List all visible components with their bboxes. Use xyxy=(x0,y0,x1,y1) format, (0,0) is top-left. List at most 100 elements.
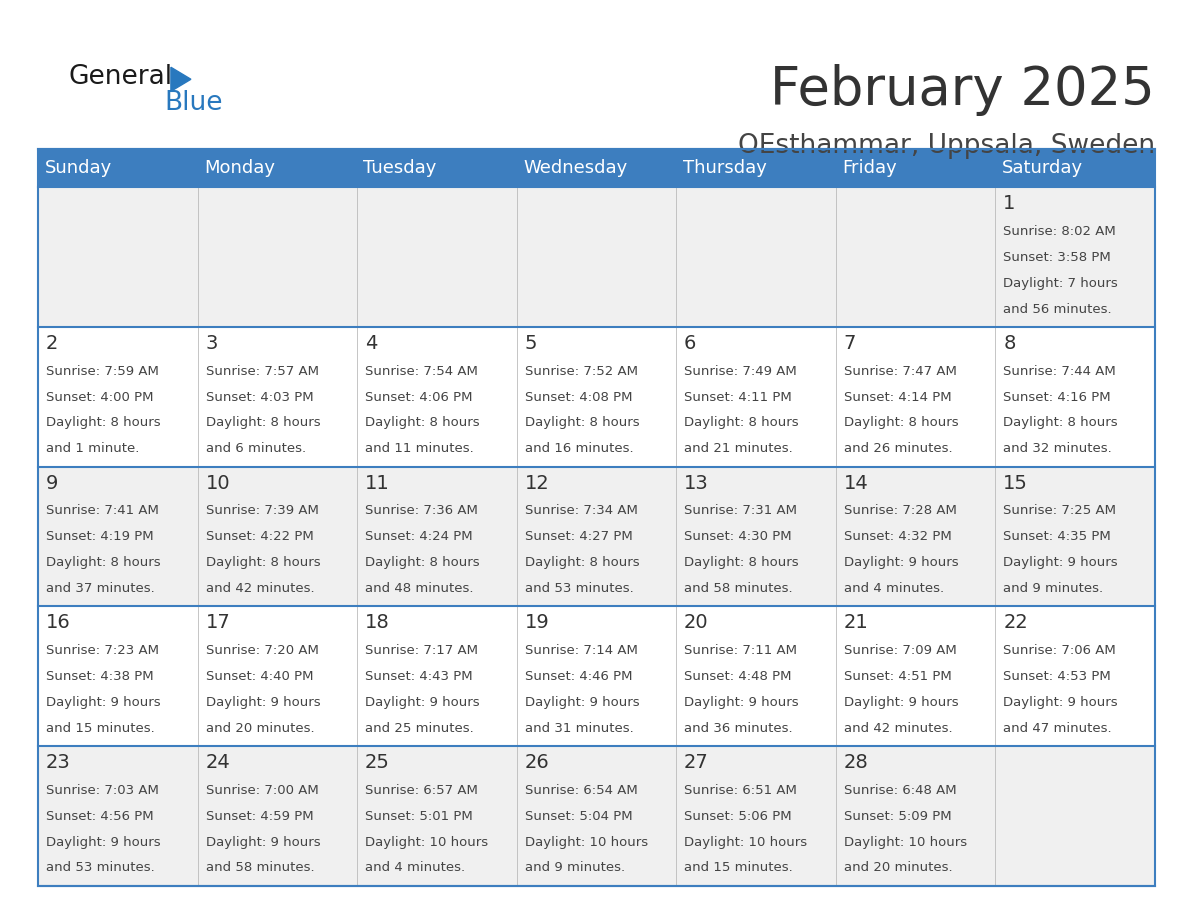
Text: Sunrise: 7:39 AM: Sunrise: 7:39 AM xyxy=(206,504,318,518)
Text: Sunrise: 7:09 AM: Sunrise: 7:09 AM xyxy=(843,644,956,657)
Text: Sunrise: 7:54 AM: Sunrise: 7:54 AM xyxy=(365,364,478,377)
Text: and 9 minutes.: and 9 minutes. xyxy=(525,861,625,875)
Text: 6: 6 xyxy=(684,334,696,353)
Text: Sunrise: 7:47 AM: Sunrise: 7:47 AM xyxy=(843,364,956,377)
Text: General: General xyxy=(69,64,173,90)
Text: 1: 1 xyxy=(1003,195,1016,213)
Text: Sunrise: 7:57 AM: Sunrise: 7:57 AM xyxy=(206,364,318,377)
Text: Daylight: 8 hours: Daylight: 8 hours xyxy=(843,417,959,430)
Text: Sunset: 4:03 PM: Sunset: 4:03 PM xyxy=(206,390,314,404)
Text: Sunrise: 7:59 AM: Sunrise: 7:59 AM xyxy=(46,364,159,377)
Bar xyxy=(38,187,1155,327)
Text: Sunrise: 7:28 AM: Sunrise: 7:28 AM xyxy=(843,504,956,518)
Text: Daylight: 8 hours: Daylight: 8 hours xyxy=(206,417,320,430)
Text: Friday: Friday xyxy=(842,159,897,177)
Text: Sunset: 4:32 PM: Sunset: 4:32 PM xyxy=(843,531,952,543)
Text: and 20 minutes.: and 20 minutes. xyxy=(206,722,314,734)
Text: and 21 minutes.: and 21 minutes. xyxy=(684,442,792,455)
Text: Sunset: 3:58 PM: Sunset: 3:58 PM xyxy=(1003,251,1111,263)
Text: 24: 24 xyxy=(206,753,230,772)
Text: Sunrise: 7:06 AM: Sunrise: 7:06 AM xyxy=(1003,644,1116,657)
Text: and 53 minutes.: and 53 minutes. xyxy=(46,861,154,875)
Text: February 2025: February 2025 xyxy=(770,64,1155,117)
Text: 2: 2 xyxy=(46,334,58,353)
Text: 9: 9 xyxy=(46,474,58,493)
Text: Daylight: 8 hours: Daylight: 8 hours xyxy=(365,556,480,569)
Text: Daylight: 9 hours: Daylight: 9 hours xyxy=(1003,696,1118,709)
Text: Sunrise: 7:03 AM: Sunrise: 7:03 AM xyxy=(46,784,159,797)
Text: Daylight: 8 hours: Daylight: 8 hours xyxy=(525,556,639,569)
Text: Sunrise: 7:34 AM: Sunrise: 7:34 AM xyxy=(525,504,638,518)
Text: Daylight: 8 hours: Daylight: 8 hours xyxy=(206,556,320,569)
Text: Sunrise: 6:48 AM: Sunrise: 6:48 AM xyxy=(843,784,956,797)
Text: 16: 16 xyxy=(46,613,71,633)
Text: Tuesday: Tuesday xyxy=(364,159,437,177)
Bar xyxy=(38,149,1155,187)
Text: Sunday: Sunday xyxy=(44,159,112,177)
Bar xyxy=(38,746,1155,886)
Text: Sunset: 4:53 PM: Sunset: 4:53 PM xyxy=(1003,670,1111,683)
Text: Daylight: 8 hours: Daylight: 8 hours xyxy=(684,417,798,430)
Text: Sunrise: 7:41 AM: Sunrise: 7:41 AM xyxy=(46,504,159,518)
Text: Sunset: 4:08 PM: Sunset: 4:08 PM xyxy=(525,390,632,404)
Text: Sunset: 4:51 PM: Sunset: 4:51 PM xyxy=(843,670,952,683)
Text: 14: 14 xyxy=(843,474,868,493)
Text: Sunrise: 7:36 AM: Sunrise: 7:36 AM xyxy=(365,504,478,518)
Text: Monday: Monday xyxy=(204,159,274,177)
Text: and 56 minutes.: and 56 minutes. xyxy=(1003,303,1112,316)
Text: Sunrise: 7:20 AM: Sunrise: 7:20 AM xyxy=(206,644,318,657)
Text: Sunset: 4:30 PM: Sunset: 4:30 PM xyxy=(684,531,791,543)
Text: Sunset: 5:09 PM: Sunset: 5:09 PM xyxy=(843,810,952,823)
Text: Sunrise: 7:17 AM: Sunrise: 7:17 AM xyxy=(365,644,478,657)
Text: Blue: Blue xyxy=(164,90,222,117)
Text: Sunrise: 6:51 AM: Sunrise: 6:51 AM xyxy=(684,784,797,797)
Text: and 15 minutes.: and 15 minutes. xyxy=(46,722,154,734)
Text: Sunrise: 7:49 AM: Sunrise: 7:49 AM xyxy=(684,364,797,377)
Text: 21: 21 xyxy=(843,613,868,633)
Text: Thursday: Thursday xyxy=(683,159,766,177)
Text: 3: 3 xyxy=(206,334,217,353)
Text: Daylight: 10 hours: Daylight: 10 hours xyxy=(684,835,807,848)
Bar xyxy=(38,466,1155,607)
Text: 27: 27 xyxy=(684,753,709,772)
Text: Daylight: 8 hours: Daylight: 8 hours xyxy=(684,556,798,569)
Text: Daylight: 8 hours: Daylight: 8 hours xyxy=(1003,417,1118,430)
Text: Sunset: 4:40 PM: Sunset: 4:40 PM xyxy=(206,670,312,683)
Text: Daylight: 9 hours: Daylight: 9 hours xyxy=(206,696,320,709)
Text: Sunset: 4:48 PM: Sunset: 4:48 PM xyxy=(684,670,791,683)
Text: Daylight: 9 hours: Daylight: 9 hours xyxy=(365,696,480,709)
Text: Sunrise: 7:14 AM: Sunrise: 7:14 AM xyxy=(525,644,638,657)
Text: Daylight: 8 hours: Daylight: 8 hours xyxy=(525,417,639,430)
Text: 18: 18 xyxy=(365,613,390,633)
Text: 26: 26 xyxy=(525,753,549,772)
Text: Daylight: 10 hours: Daylight: 10 hours xyxy=(843,835,967,848)
Text: Sunset: 4:11 PM: Sunset: 4:11 PM xyxy=(684,390,792,404)
Text: and 58 minutes.: and 58 minutes. xyxy=(684,582,792,595)
Text: and 42 minutes.: and 42 minutes. xyxy=(843,722,953,734)
Text: 10: 10 xyxy=(206,474,230,493)
Text: and 48 minutes.: and 48 minutes. xyxy=(365,582,474,595)
Text: Sunset: 4:00 PM: Sunset: 4:00 PM xyxy=(46,390,153,404)
Bar xyxy=(38,149,1155,886)
Text: OEsthammar, Uppsala, Sweden: OEsthammar, Uppsala, Sweden xyxy=(738,133,1155,159)
Text: and 26 minutes.: and 26 minutes. xyxy=(843,442,953,455)
Text: 23: 23 xyxy=(46,753,71,772)
Text: Daylight: 8 hours: Daylight: 8 hours xyxy=(365,417,480,430)
Text: Sunset: 4:14 PM: Sunset: 4:14 PM xyxy=(843,390,952,404)
Text: 13: 13 xyxy=(684,474,709,493)
Text: Sunset: 4:59 PM: Sunset: 4:59 PM xyxy=(206,810,314,823)
Text: Sunrise: 7:11 AM: Sunrise: 7:11 AM xyxy=(684,644,797,657)
Text: Sunrise: 7:23 AM: Sunrise: 7:23 AM xyxy=(46,644,159,657)
Text: and 20 minutes.: and 20 minutes. xyxy=(843,861,953,875)
Text: and 42 minutes.: and 42 minutes. xyxy=(206,582,314,595)
Text: and 9 minutes.: and 9 minutes. xyxy=(1003,582,1104,595)
Text: Daylight: 9 hours: Daylight: 9 hours xyxy=(525,696,639,709)
Text: and 4 minutes.: and 4 minutes. xyxy=(365,861,466,875)
Text: Sunset: 4:24 PM: Sunset: 4:24 PM xyxy=(365,531,473,543)
Text: Sunset: 4:27 PM: Sunset: 4:27 PM xyxy=(525,531,632,543)
Text: Daylight: 9 hours: Daylight: 9 hours xyxy=(46,696,160,709)
Text: and 32 minutes.: and 32 minutes. xyxy=(1003,442,1112,455)
Text: 4: 4 xyxy=(365,334,378,353)
Polygon shape xyxy=(171,67,191,91)
Text: and 6 minutes.: and 6 minutes. xyxy=(206,442,305,455)
